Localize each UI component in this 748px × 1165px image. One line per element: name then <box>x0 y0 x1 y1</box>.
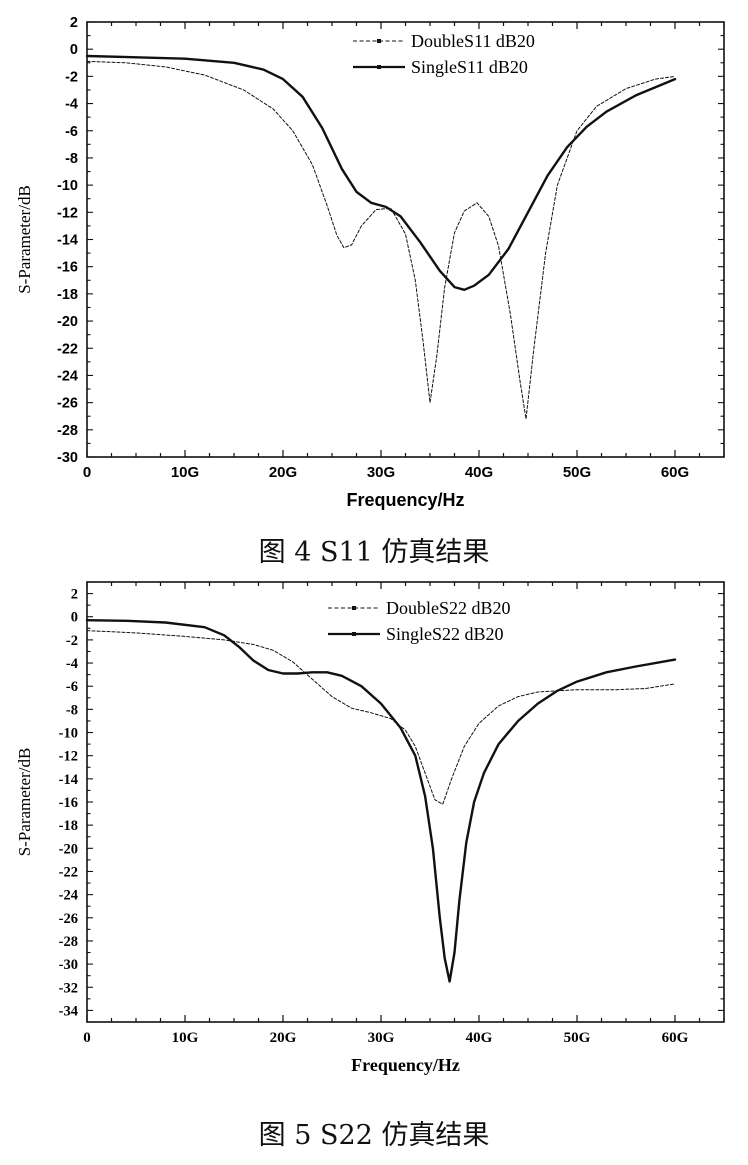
series-line-0 <box>86 60 676 420</box>
x-tick-label: 50G <box>563 464 591 481</box>
y-tick-label: -6 <box>65 124 78 140</box>
legend-marker-1 <box>377 65 381 69</box>
y-tick-label: -24 <box>57 368 78 384</box>
y-tick-label: 0 <box>71 610 78 626</box>
y-tick-label: -18 <box>57 287 78 303</box>
x-tick-label: 60G <box>662 1030 689 1046</box>
s22-figure: 0 10G 20G 30G 40G 50G 60G 2 0 -2 -4 -6 -8 -10 -12 -14 -1… <box>0 575 748 1165</box>
x-tick-label: 0 <box>83 464 91 481</box>
y-tick-label: -2 <box>66 633 78 649</box>
s22-chart: 0 10G 20G 30G 40G 50G 60G 2 0 -2 -4 -6 -8 -10 -12 -14 -1… <box>15 581 725 1075</box>
x-tick-label: 20G <box>270 1030 297 1046</box>
plot-frame <box>86 581 725 1023</box>
y-tick-label: -28 <box>59 934 78 950</box>
y-tick-label: -10 <box>59 726 78 742</box>
y-tick-label: -2 <box>65 69 78 85</box>
y-tick-label: -8 <box>65 151 78 167</box>
x-tick-label: 30G <box>368 1030 395 1046</box>
series-line-1 <box>85 619 677 983</box>
x-axis-label: Frequency/Hz <box>346 490 464 510</box>
y-tick-label: -12 <box>59 749 78 765</box>
series-line-1 <box>85 54 677 291</box>
x-tick-label: 0 <box>83 1030 91 1046</box>
legend-label-0: DoubleS22 dB20 <box>386 598 511 618</box>
x-tick-label: 10G <box>171 464 199 481</box>
y-tick-label: -6 <box>66 679 78 695</box>
y-tick-label: -10 <box>57 178 78 194</box>
x-tick-label: 30G <box>367 464 395 481</box>
y-tick-label: -26 <box>57 396 78 412</box>
y-axis-label: S-Parameter/dB <box>15 748 34 857</box>
y-tick-label: -16 <box>59 795 78 811</box>
x-tick-label: 40G <box>466 1030 493 1046</box>
y-tick-label: -20 <box>59 841 78 857</box>
y-tick-label: -14 <box>57 233 78 249</box>
y-tick-label: -4 <box>66 656 78 672</box>
y-tick-label: -24 <box>59 888 78 904</box>
y-tick-label: -28 <box>57 423 78 439</box>
y-tick-label: -30 <box>59 957 78 973</box>
y-tick-label: 2 <box>70 15 78 31</box>
y-tick-label: 2 <box>71 587 78 603</box>
plot-frame <box>86 21 725 458</box>
x-tick-label: 20G <box>269 464 297 481</box>
x-tick-label: 40G <box>465 464 493 481</box>
legend-label-1: SingleS11 dB20 <box>411 57 528 77</box>
legend-label-1: SingleS22 dB20 <box>386 624 504 644</box>
y-tick-label: 0 <box>70 42 78 58</box>
s11-figure: 0 10G 20G 30G 40G 50G 60G 2 0 -2 -4 -6 -8 -10 -12 -14 -1… <box>0 0 748 575</box>
y-tick-label: -4 <box>65 97 78 113</box>
y-tick-label: -34 <box>59 1003 78 1019</box>
y-tick-label: -32 <box>59 980 78 996</box>
y-tick-label: -18 <box>59 818 78 834</box>
y-tick-label: -20 <box>57 314 78 330</box>
x-tick-label: 50G <box>564 1030 591 1046</box>
y-tick-label: -16 <box>57 260 78 276</box>
y-tick-label: -26 <box>59 911 78 927</box>
y-tick-label: -14 <box>59 772 78 788</box>
y-axis-label: S-Parameter/dB <box>15 185 34 294</box>
legend-marker-0 <box>352 606 356 610</box>
s11-chart: 0 10G 20G 30G 40G 50G 60G 2 0 -2 -4 -6 -8 -10 -12 -14 -1… <box>15 15 725 510</box>
y-tick-label: -8 <box>66 702 78 718</box>
s11-caption: 图 4 S11 仿真结果 <box>258 537 490 568</box>
y-tick-label: -12 <box>57 205 78 221</box>
s22-caption: 图 5 S22 仿真结果 <box>258 1120 490 1151</box>
x-tick-label: 10G <box>172 1030 199 1046</box>
x-tick-label: 60G <box>661 464 689 481</box>
legend-marker-1 <box>352 632 356 636</box>
legend-label-0: DoubleS11 dB20 <box>411 31 535 51</box>
y-tick-label: -22 <box>57 341 78 357</box>
x-axis-label: Frequency/Hz <box>351 1055 460 1075</box>
legend-marker-0 <box>377 39 381 43</box>
series-line-0 <box>86 630 676 805</box>
y-tick-label: -30 <box>57 450 78 466</box>
y-tick-label: -22 <box>59 864 78 880</box>
